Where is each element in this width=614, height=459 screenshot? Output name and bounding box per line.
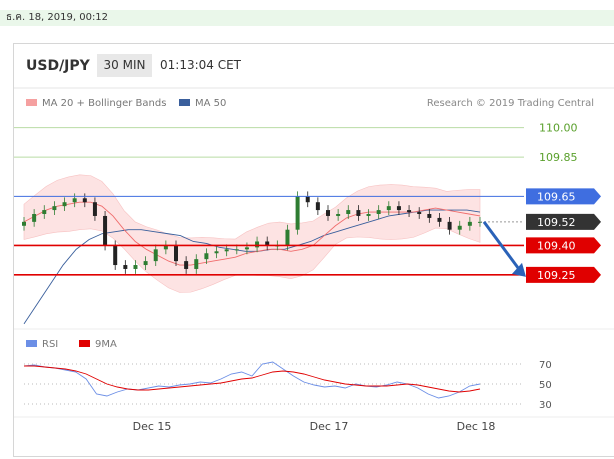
date-text: ธ.ค. 18, 2019, 00:12 xyxy=(6,12,109,23)
ma20-line xyxy=(23,201,481,266)
chart-header: USD/JPY 30 MIN 01:13:04 CET xyxy=(14,44,614,88)
legend-swatch-rsi xyxy=(26,340,37,347)
rsi-tick-label: 50 xyxy=(539,380,552,391)
forecast-arrow-head xyxy=(512,262,526,277)
candle-body xyxy=(32,214,37,222)
candle-body xyxy=(214,251,219,254)
legend-rsi: RSI xyxy=(42,339,58,350)
candle-body xyxy=(417,212,422,214)
level-tag xyxy=(526,213,601,230)
candle-body xyxy=(265,241,270,246)
candle-body xyxy=(366,214,371,216)
legend-swatch-ma20 xyxy=(26,99,37,106)
level-label: 109.85 xyxy=(539,151,578,164)
candle-body xyxy=(153,249,158,262)
x-tick-label: Dec 17 xyxy=(310,420,349,433)
bollinger-band xyxy=(23,174,481,293)
candle-body xyxy=(295,196,300,230)
candle-body xyxy=(346,210,351,214)
candle-body xyxy=(437,217,442,222)
candle-body xyxy=(92,202,97,216)
candle-body xyxy=(376,210,381,214)
candle-body xyxy=(396,206,401,211)
candle-body xyxy=(113,245,118,266)
rsi-tick-label: 30 xyxy=(539,400,552,411)
level-label: 109.52 xyxy=(537,216,576,229)
timeframe-button[interactable]: 30 MIN xyxy=(97,54,152,77)
candle-body xyxy=(336,214,341,216)
candle-body xyxy=(255,241,260,248)
legend-9ma: 9MA xyxy=(95,339,117,350)
candle-body xyxy=(194,259,199,269)
ma50-line xyxy=(23,209,481,325)
forecast-arrow-line xyxy=(482,220,523,273)
x-tick-label: Dec 18 xyxy=(457,420,496,433)
candle-body xyxy=(427,214,432,218)
candle-body xyxy=(72,198,77,203)
candle-body xyxy=(386,206,391,211)
candle-body xyxy=(103,215,108,246)
candle-body xyxy=(326,210,330,216)
candle-body xyxy=(244,247,249,250)
candle-body xyxy=(447,221,452,230)
legend-swatch-ma50 xyxy=(179,99,190,106)
candle-body xyxy=(315,202,320,211)
candle-body xyxy=(133,265,138,269)
level-tag xyxy=(526,237,601,254)
candle-body xyxy=(234,249,239,251)
candle-body xyxy=(174,245,178,262)
candle-body xyxy=(62,202,67,207)
legend-ma50: MA 50 xyxy=(195,98,226,109)
candle-body xyxy=(42,210,47,214)
legend-ma20: MA 20 + Bollinger Bands xyxy=(42,98,166,109)
candle-body xyxy=(123,265,128,269)
time-label: 01:13:04 CET xyxy=(160,58,241,72)
rsi-plot: 70 50 30 xyxy=(23,360,552,411)
date-bar: ธ.ค. 18, 2019, 00:12 xyxy=(0,10,614,26)
level-tag xyxy=(526,188,601,205)
rsi-tick-label: 70 xyxy=(539,360,552,371)
candle-body xyxy=(163,245,168,250)
candle-body xyxy=(52,206,57,211)
chart-panel: USD/JPY 30 MIN 01:13:04 CET MA 20 + Boll… xyxy=(13,43,614,457)
level-label: 110.00 xyxy=(539,122,578,135)
x-axis: Dec 15 Dec 17 Dec 18 xyxy=(133,420,496,433)
candle-body xyxy=(22,221,26,226)
candle-body xyxy=(305,196,310,203)
chart-svg: MA 20 + Bollinger Bands MA 50 Research ©… xyxy=(14,87,614,433)
candle-body xyxy=(143,261,148,266)
candle-body xyxy=(407,210,412,213)
candle-body xyxy=(184,261,189,269)
level-tag xyxy=(526,266,601,283)
candle-body xyxy=(285,229,290,246)
level-label: 109.25 xyxy=(537,269,576,282)
candle-body xyxy=(467,221,472,226)
level-label: 109.65 xyxy=(537,190,576,203)
rsi-ma-line xyxy=(24,365,481,393)
candle-body xyxy=(356,210,361,216)
level-label: 109.40 xyxy=(537,239,576,252)
candle-body xyxy=(224,249,229,252)
source-label: Research © 2019 Trading Central xyxy=(427,98,594,109)
legend-swatch-9ma xyxy=(79,340,90,347)
symbol-label: USD/JPY xyxy=(26,58,90,74)
candle-body xyxy=(457,225,462,230)
candle-body xyxy=(204,253,209,260)
price-plot: 110.00 109.85 109.65 109.52 109.40 109.25 xyxy=(14,122,601,325)
x-tick-label: Dec 15 xyxy=(133,420,172,433)
candle-body xyxy=(82,198,87,203)
rsi-line xyxy=(23,361,481,399)
